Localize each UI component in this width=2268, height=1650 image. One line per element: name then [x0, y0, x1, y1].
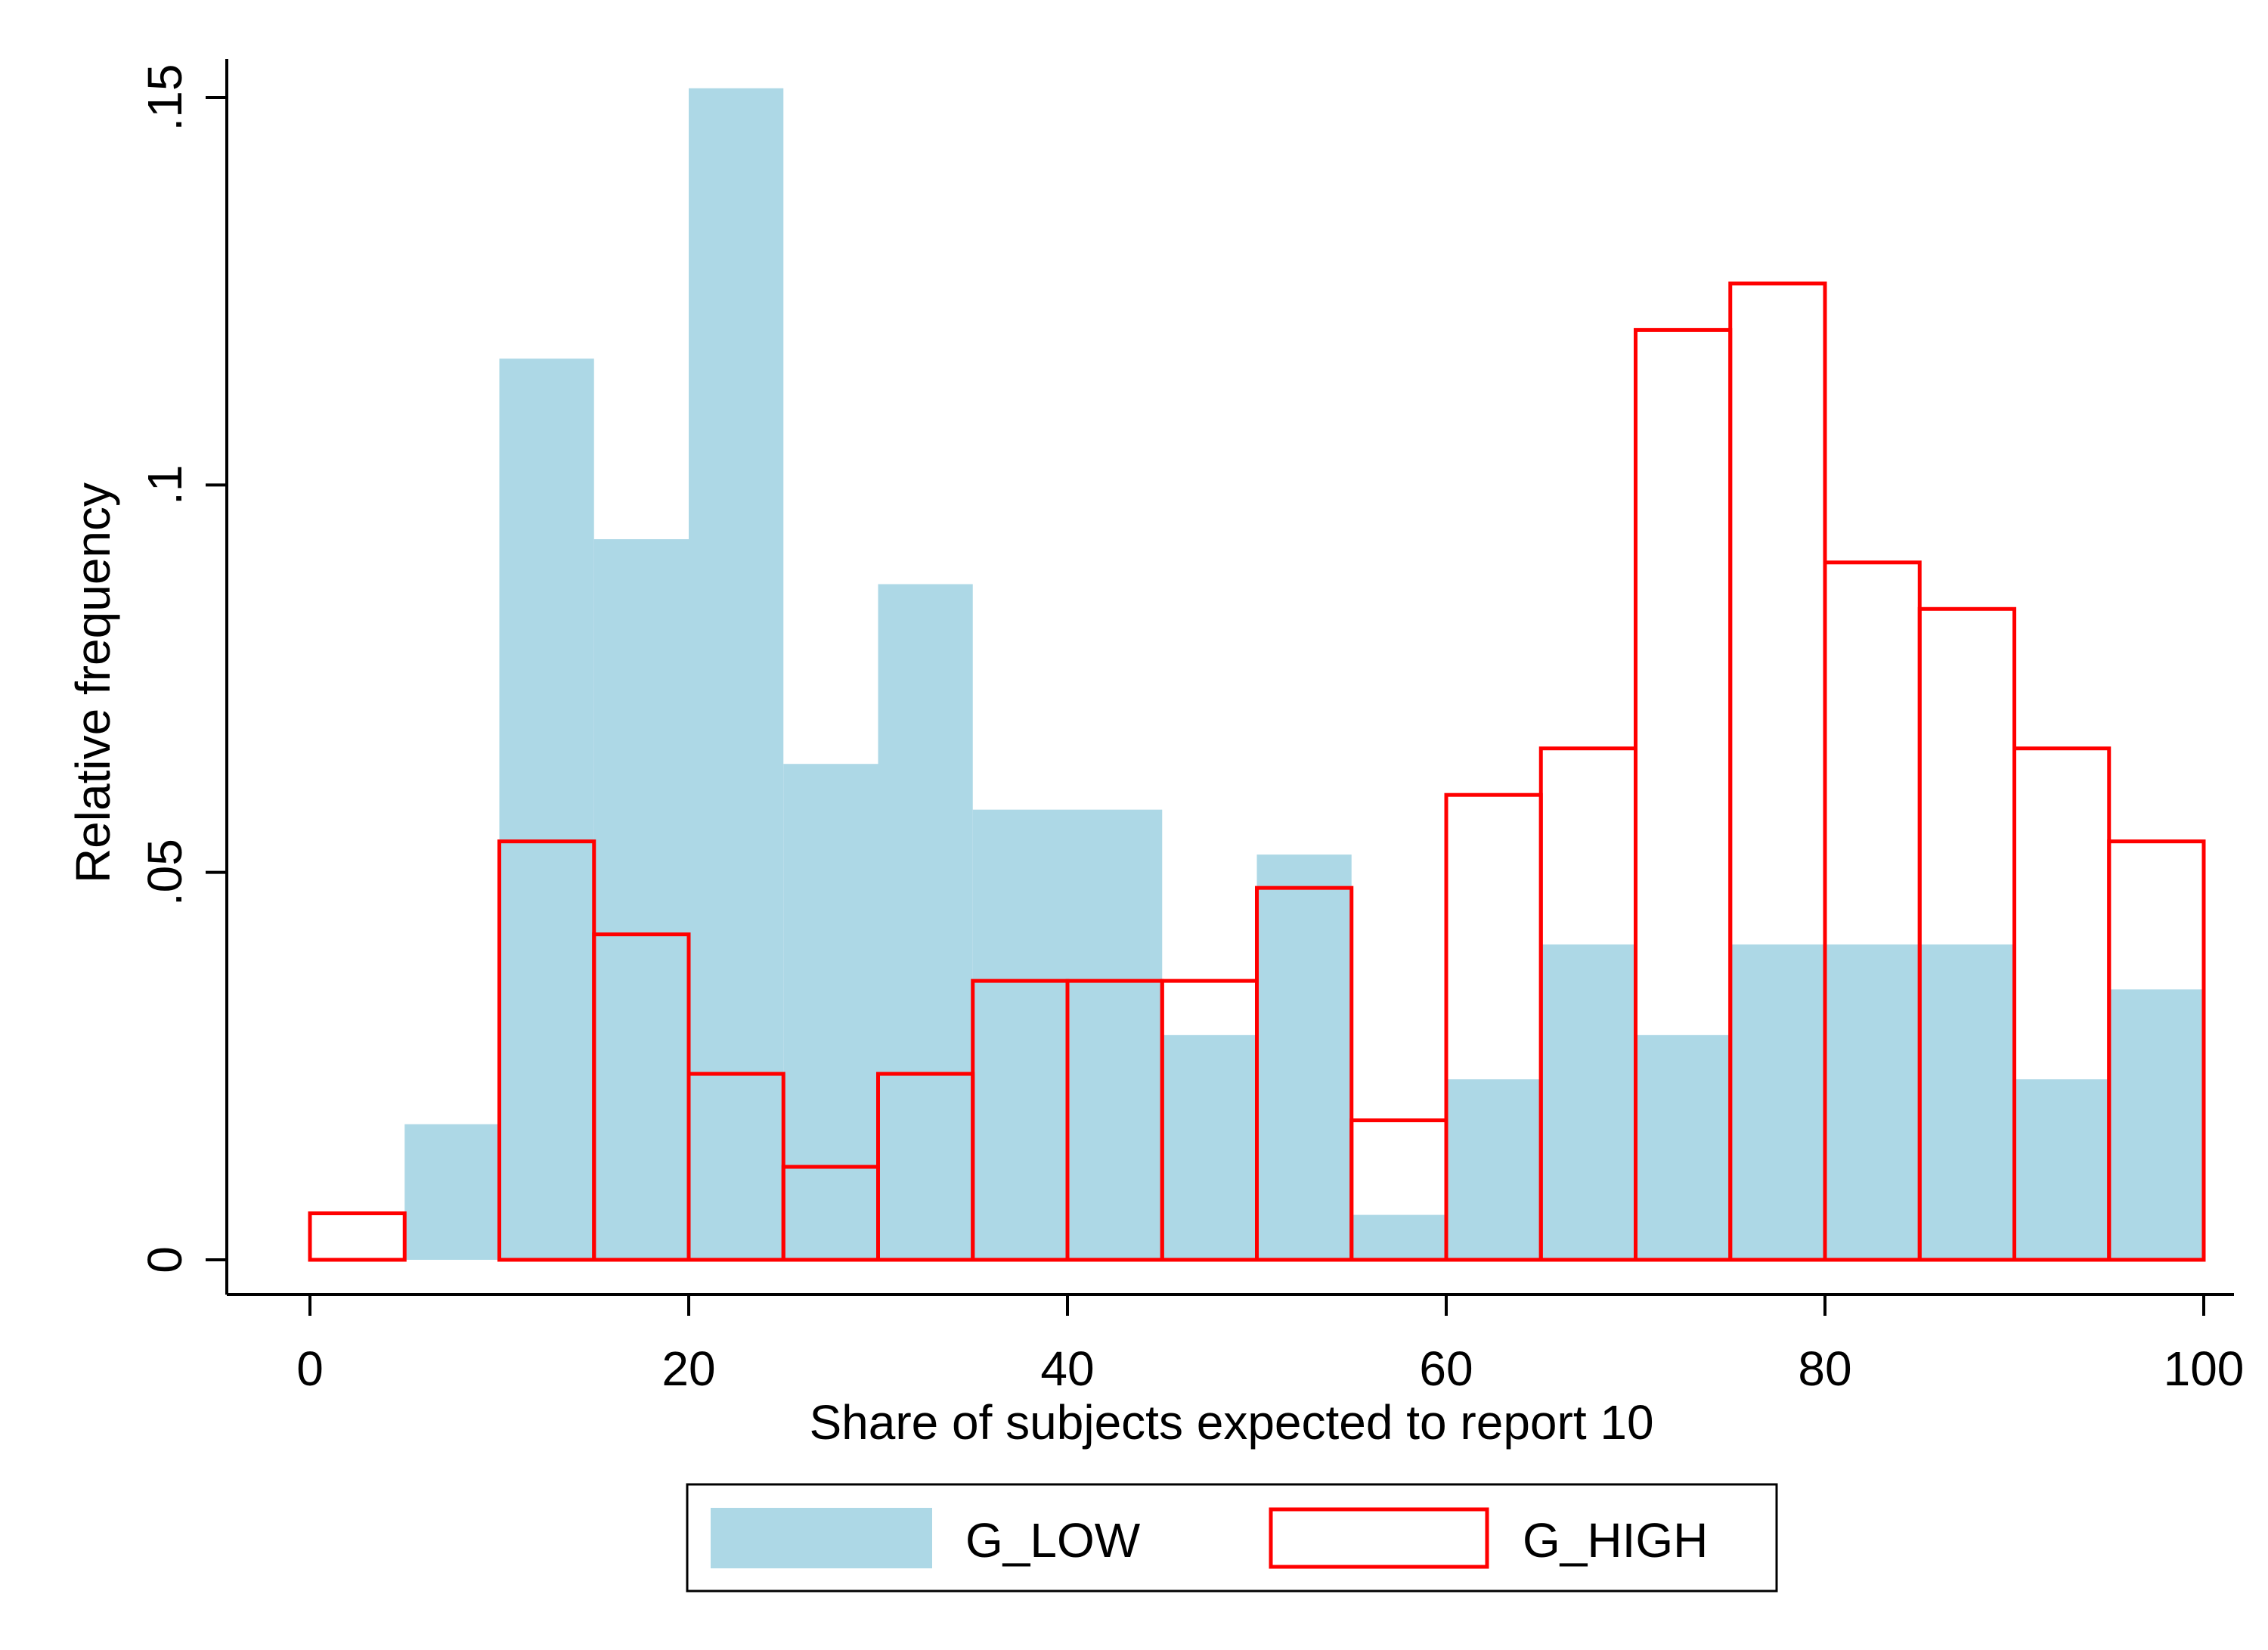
x-tick-label: 0	[296, 1341, 324, 1396]
g-low-bar	[1730, 944, 1825, 1260]
g-low-bars	[404, 88, 2204, 1261]
y-tick-label: .15	[138, 64, 192, 132]
g-low-bar	[878, 584, 973, 1260]
g-low-bar	[593, 539, 689, 1260]
x-tick-label: 80	[1798, 1341, 1851, 1396]
y-tick-label: 0	[138, 1246, 192, 1273]
x-tick-label: 60	[1419, 1341, 1473, 1396]
g-low-bar	[689, 88, 784, 1261]
g-high-bars	[308, 281, 2206, 1262]
g-low-bar	[1635, 1034, 1730, 1260]
g-low-bar	[1256, 854, 1352, 1260]
g-low-bar	[972, 809, 1067, 1260]
legend-swatch-g-low	[711, 1508, 932, 1568]
y-tick-label: .05	[138, 839, 192, 906]
legend-label-g-low: G_LOW	[965, 1513, 1141, 1568]
g-low-bar	[1541, 944, 1636, 1260]
g-low-bar	[2108, 989, 2204, 1260]
legend-label-g-high: G_HIGH	[1523, 1513, 1708, 1568]
y-tick-label: .1	[138, 465, 192, 505]
g-low-bar	[1919, 944, 2015, 1260]
g-low-bar	[1446, 1079, 1541, 1260]
y-axis-title: Relative frequency	[66, 482, 120, 883]
g-low-bar	[499, 358, 594, 1261]
x-tick-label: 40	[1040, 1341, 1094, 1396]
legend-swatch-g-high	[1269, 1507, 1489, 1569]
g-low-bar	[783, 764, 878, 1260]
g-high-bar	[308, 1211, 407, 1262]
g-low-bar	[1825, 944, 1920, 1260]
x-axis-title: Share of subjects expected to report 10	[809, 1395, 1653, 1450]
g-high-bar	[1255, 885, 1354, 1262]
x-tick-label: 20	[662, 1341, 715, 1396]
y-axis-ticks: 0 .05 .1 .15	[138, 64, 227, 1273]
g-high-bar	[2107, 839, 2206, 1262]
legend: G_LOW G_HIGH	[686, 1483, 1778, 1593]
g-low-bar	[1351, 1214, 1446, 1260]
g-low-bar	[2014, 1079, 2109, 1260]
g-low-bar	[1067, 809, 1163, 1260]
x-axis-ticks: 0 20 40 60 80 100	[296, 1295, 2244, 1396]
g-low-bar	[1162, 1034, 1257, 1260]
g-low-bar	[404, 1124, 500, 1260]
x-tick-label: 100	[2164, 1341, 2245, 1396]
